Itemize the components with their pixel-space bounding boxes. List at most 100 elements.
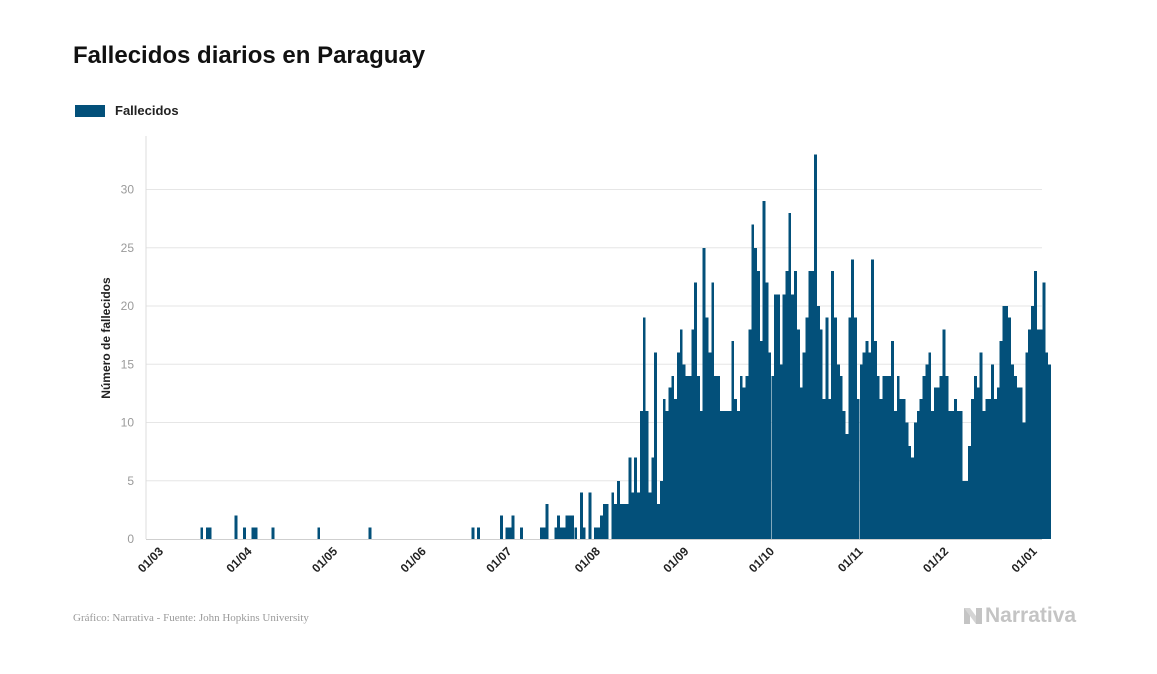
bar [243, 527, 246, 539]
bar [836, 364, 840, 539]
bar [882, 375, 886, 539]
bar [894, 410, 897, 539]
bar [888, 375, 892, 539]
bar [505, 527, 509, 539]
bar [933, 387, 937, 539]
bar [1002, 306, 1006, 539]
bar [554, 527, 558, 539]
bar [876, 375, 880, 539]
bar [968, 445, 972, 539]
bar [956, 410, 960, 539]
bar [842, 410, 846, 539]
bar [368, 527, 372, 539]
bar [936, 387, 940, 539]
bar [859, 364, 863, 539]
bar [677, 352, 680, 539]
bar [896, 375, 900, 539]
bar [1008, 317, 1012, 539]
bar [776, 294, 780, 539]
bar [902, 399, 906, 539]
bar [959, 410, 963, 539]
bar [1011, 364, 1014, 539]
bar [682, 364, 686, 539]
bar [854, 317, 857, 539]
bar [834, 317, 837, 539]
bar [651, 457, 655, 539]
bar [200, 527, 204, 539]
bar [928, 352, 932, 539]
x-tick-label: 01/09 [660, 544, 691, 575]
y-tick-label: 0 [127, 532, 134, 546]
x-tick-label: 01/12 [920, 544, 951, 575]
bar [805, 317, 809, 539]
bar [477, 527, 481, 539]
brand-logo: Narrativa [963, 604, 1076, 628]
bar [714, 375, 717, 539]
bar [993, 399, 997, 539]
narrativa-n-logo-icon [964, 608, 982, 624]
bar [862, 352, 866, 539]
bar [971, 399, 974, 539]
y-tick-label: 30 [121, 183, 135, 197]
bar [965, 480, 969, 539]
bar [659, 480, 663, 539]
bar [1031, 306, 1034, 539]
bar [719, 410, 723, 539]
x-tick-label: 01/11 [835, 544, 866, 575]
bar [799, 387, 803, 539]
bar [637, 492, 640, 539]
bar [317, 527, 321, 539]
x-tick-label: 01/08 [572, 544, 603, 575]
bar [982, 410, 986, 539]
y-tick-label: 5 [127, 474, 134, 488]
bar [568, 515, 572, 539]
bar [722, 410, 726, 539]
bar [542, 527, 546, 539]
bar [617, 480, 620, 539]
bar [685, 375, 689, 539]
x-tick-label: 01/01 [1009, 544, 1040, 575]
bar [825, 317, 829, 539]
bar [814, 154, 817, 540]
y-tick-label: 15 [121, 357, 135, 371]
bar [699, 410, 703, 539]
bar [1039, 329, 1043, 539]
bar [668, 387, 672, 539]
bar [925, 364, 929, 539]
legend-label: Fallecidos [115, 103, 179, 118]
bar [657, 504, 660, 539]
bar [1048, 364, 1052, 539]
bar [1019, 387, 1023, 539]
bar [562, 527, 566, 539]
gridlines [146, 189, 1042, 482]
bar [508, 527, 512, 539]
bar [748, 329, 752, 539]
x-tick-label: 01/10 [746, 544, 777, 575]
bar [571, 515, 575, 539]
bar [654, 352, 658, 539]
x-tick-label: 01/07 [483, 544, 514, 575]
bar [768, 352, 772, 539]
bar [251, 527, 255, 539]
bar [665, 410, 669, 539]
bar [708, 352, 712, 539]
bars [200, 154, 1052, 540]
bar [1025, 352, 1029, 539]
y-axis-title: Número de fallecidos [99, 277, 113, 399]
bar [702, 247, 706, 539]
bar [891, 340, 894, 539]
bar [945, 375, 949, 539]
bar [619, 504, 623, 539]
bar [822, 399, 826, 539]
bar [914, 422, 917, 539]
bar [697, 375, 700, 539]
bar [811, 271, 815, 539]
x-tick-label: 01/05 [309, 544, 340, 575]
bar [588, 492, 592, 539]
bar [739, 375, 743, 539]
y-tick-label: 20 [121, 299, 135, 313]
bar [885, 375, 889, 539]
bar [597, 527, 600, 539]
bar [599, 515, 603, 539]
brand-name: Narrativa [985, 604, 1077, 627]
